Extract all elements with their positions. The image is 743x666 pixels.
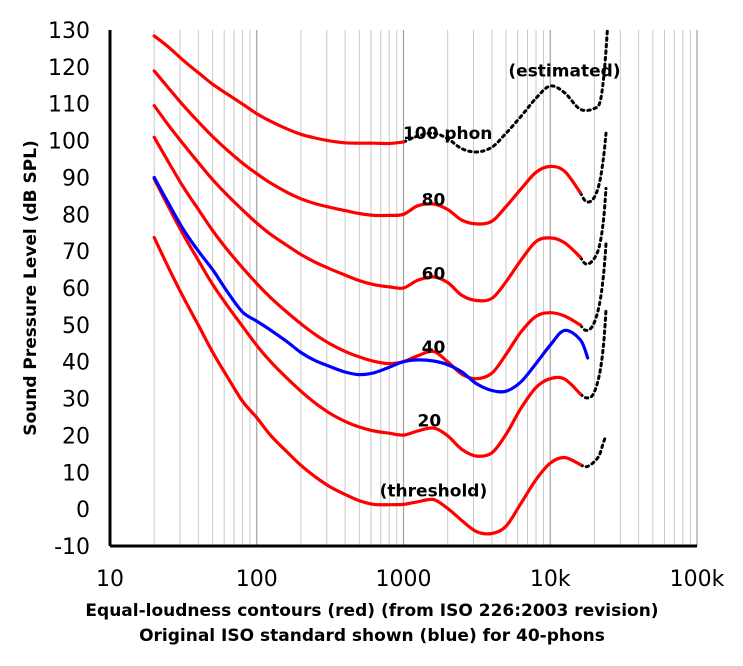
- x-axis-title-line2: Original ISO standard shown (blue) for 4…: [139, 626, 605, 646]
- x-tick-label: 100: [236, 567, 278, 592]
- curve-annotation: (threshold): [380, 482, 488, 502]
- phon-curve-80: [152, 69, 582, 226]
- y-tick-labels: -10 0 10 20 30 40 50 60 70 80 90 100 110 120 130: [48, 19, 90, 560]
- estimated-curve-60: [578, 187, 608, 266]
- estimated-curve-80: [578, 131, 608, 204]
- y-tick-label: 100: [48, 130, 90, 155]
- y-tick-label: 70: [62, 240, 90, 265]
- curve-annotation: 100 phon: [403, 124, 492, 144]
- estimated-curve-20: [578, 308, 608, 400]
- curve-annotation: 80: [422, 191, 446, 211]
- x-tick-labels: 10 100 1000 10k 100k: [96, 567, 725, 592]
- estimated-curve-40: [578, 242, 608, 332]
- x-tick-label: 100k: [670, 567, 725, 592]
- curve-annotation: (estimated): [508, 62, 620, 82]
- estimated-curve-0: [578, 433, 608, 469]
- phon-curve-20: [152, 177, 582, 458]
- phon-curve-60: [152, 104, 582, 303]
- axes: [108, 30, 697, 548]
- curve-annotation: 40: [422, 338, 446, 358]
- y-tick-label: 60: [62, 277, 90, 302]
- y-tick-label: 20: [62, 424, 90, 449]
- estimated-curve-100: [402, 28, 609, 154]
- phon-curve-100: [152, 34, 406, 146]
- curves: [152, 28, 609, 536]
- y-tick-label: 10: [62, 461, 90, 486]
- y-tick-label: 110: [48, 93, 90, 118]
- y-tick-label: 50: [62, 314, 90, 339]
- y-axis-title: Sound Pressure Level (dB SPL): [21, 140, 41, 436]
- x-tick-label: 10: [96, 567, 124, 592]
- y-tick-label: 130: [48, 19, 90, 44]
- x-axis-title-line1: Equal-loudness contours (red) (from ISO …: [85, 601, 658, 621]
- y-tick-label: 120: [48, 56, 90, 81]
- curve-annotation: 60: [422, 264, 446, 284]
- y-tick-label: 40: [62, 351, 90, 376]
- phon-curve-0: [152, 235, 582, 536]
- original-iso-40-phon-curve: [152, 175, 590, 394]
- y-tick-label: 80: [62, 203, 90, 228]
- y-tick-label: 90: [62, 166, 90, 191]
- x-tick-label: 10k: [530, 567, 571, 592]
- phon-curve-40: [152, 135, 582, 381]
- x-tick-label: 1000: [376, 567, 432, 592]
- y-tick-label: 0: [76, 498, 90, 523]
- curve-annotation: 20: [418, 412, 442, 432]
- y-tick-label: 30: [62, 388, 90, 413]
- annotations: (estimated) 100 phon 80 60 40 20 (threshold): [380, 62, 621, 502]
- y-tick-label: -10: [54, 535, 90, 560]
